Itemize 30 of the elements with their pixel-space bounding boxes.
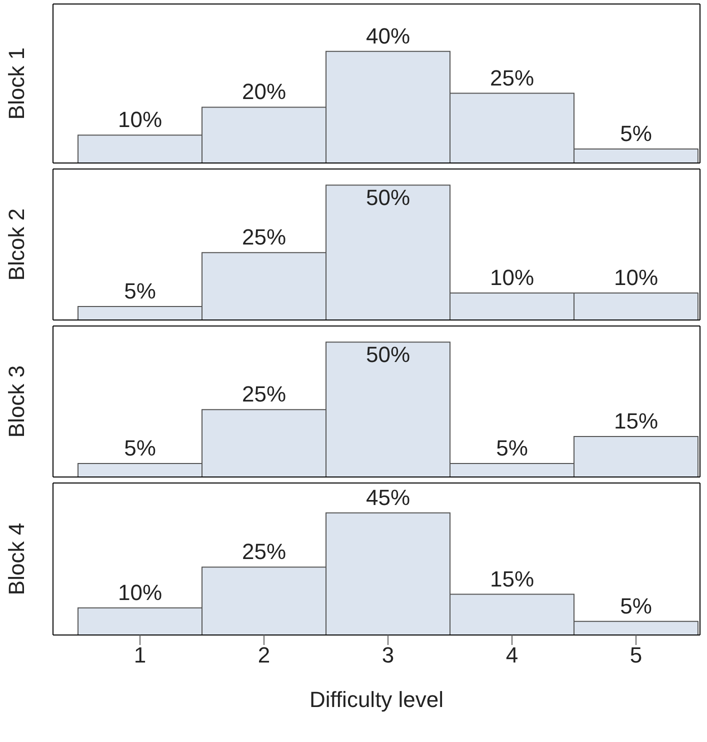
data-label: 25% (242, 539, 286, 564)
data-label: 10% (614, 265, 658, 290)
y-axis-title: Block 3 (4, 365, 29, 438)
data-label: 50% (366, 185, 410, 210)
data-label: 5% (124, 436, 156, 461)
x-tick-label: 4 (506, 642, 518, 668)
data-label: 50% (366, 342, 410, 368)
data-label: 5% (620, 593, 652, 618)
data-label: 10% (490, 265, 534, 290)
y-axis-title: Block 1 (4, 47, 29, 120)
data-label: 10% (118, 580, 162, 605)
x-tick-label: 3 (382, 642, 394, 668)
x-tick-label: 5 (630, 642, 642, 668)
x-axis-title: Difficulty level (309, 687, 444, 712)
data-label: 15% (614, 408, 658, 434)
data-label: 5% (124, 278, 156, 304)
data-label: 15% (490, 566, 534, 592)
x-tick-label: 2 (258, 642, 270, 668)
y-axis-title: Block 4 (4, 522, 29, 596)
data-label: 25% (242, 224, 286, 250)
data-label: 25% (490, 65, 534, 90)
y-axis-title: Blcok 2 (4, 208, 29, 281)
data-label: 20% (242, 79, 286, 104)
data-label: 10% (118, 107, 162, 132)
data-label: 5% (620, 121, 652, 146)
data-label: 25% (242, 382, 286, 407)
data-label: 45% (366, 484, 410, 510)
x-tick-label: 1 (134, 642, 146, 668)
data-label: 5% (496, 436, 528, 461)
data-label: 40% (366, 23, 410, 48)
